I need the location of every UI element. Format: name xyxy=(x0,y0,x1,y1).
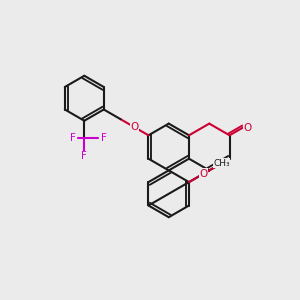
Text: O: O xyxy=(243,122,252,133)
Text: F: F xyxy=(100,133,106,143)
Text: F: F xyxy=(70,133,76,143)
Text: O: O xyxy=(199,169,207,179)
Text: F: F xyxy=(81,151,87,161)
Text: O: O xyxy=(130,122,138,132)
Text: CH₃: CH₃ xyxy=(213,159,230,168)
